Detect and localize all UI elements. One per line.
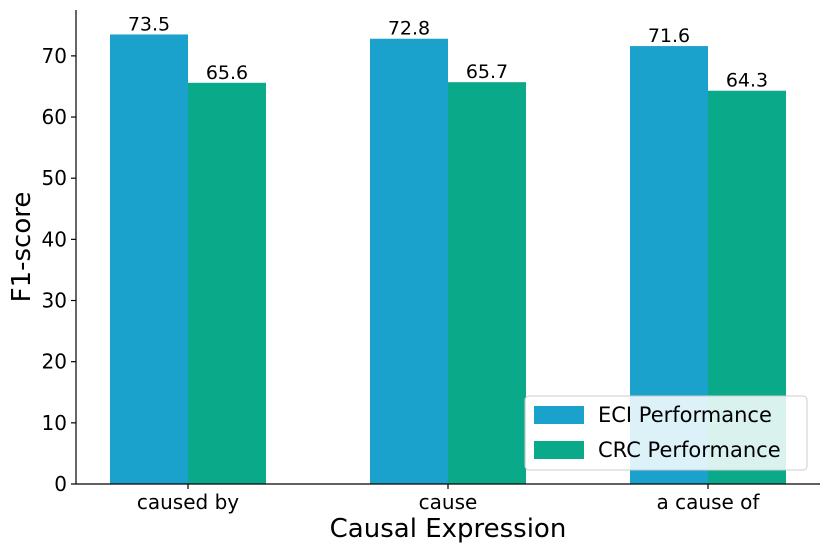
legend-swatch-eci bbox=[534, 406, 584, 424]
legend: ECI Performance CRC Performance bbox=[524, 395, 808, 471]
x-tick-label: cause bbox=[419, 490, 478, 514]
data-label-crc-2: 64.3 bbox=[726, 70, 768, 92]
data-label-eci-1: 72.8 bbox=[388, 18, 430, 40]
data-labels-group: 73.5 72.8 71.6 65.6 65.7 64.3 bbox=[128, 13, 768, 91]
bars-group bbox=[110, 34, 786, 485]
y-tick-label: 50 bbox=[42, 166, 67, 190]
y-axis-title: F1-score bbox=[7, 192, 37, 303]
y-tick-label: 40 bbox=[42, 227, 67, 251]
data-label-eci-2: 71.6 bbox=[648, 25, 690, 47]
y-tick-label: 20 bbox=[42, 350, 67, 374]
legend-label-crc: CRC Performance bbox=[598, 438, 781, 462]
x-ticks-group: caused by cause a cause of bbox=[137, 484, 761, 514]
y-tick-label: 10 bbox=[42, 411, 67, 435]
x-tick-label: a cause of bbox=[657, 490, 761, 514]
y-tick-label: 30 bbox=[42, 289, 67, 313]
data-label-crc-0: 65.6 bbox=[206, 62, 248, 84]
bar-eci-0 bbox=[110, 34, 188, 485]
legend-swatch-crc bbox=[534, 441, 584, 459]
data-label-eci-0: 73.5 bbox=[128, 13, 170, 35]
y-tick-label: 0 bbox=[54, 472, 67, 496]
y-ticks-group: 0 10 20 30 40 50 60 70 bbox=[42, 44, 76, 496]
legend-box bbox=[524, 395, 808, 471]
legend-label-eci: ECI Performance bbox=[598, 403, 772, 427]
x-axis-title: Causal Expression bbox=[330, 514, 567, 544]
bar-crc-1 bbox=[448, 82, 526, 485]
y-tick-label: 60 bbox=[42, 105, 67, 129]
bar-eci-1 bbox=[370, 38, 448, 484]
bar-crc-0 bbox=[188, 82, 266, 485]
data-label-crc-1: 65.7 bbox=[466, 61, 508, 83]
y-tick-label: 70 bbox=[42, 44, 67, 68]
x-tick-label: caused by bbox=[137, 490, 239, 514]
